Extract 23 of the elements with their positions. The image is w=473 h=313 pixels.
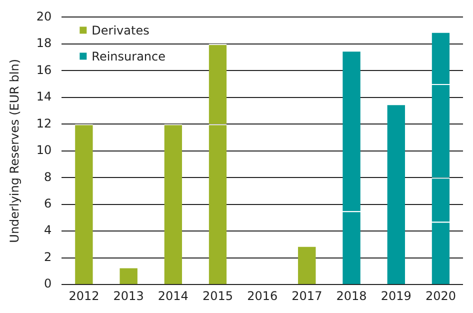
x-tick-label: 2018 bbox=[336, 288, 367, 303]
y-tick-label: 20 bbox=[36, 9, 52, 24]
y-tick-label: 8 bbox=[44, 170, 52, 184]
y-axis-title: Underlying Reserves (EUR bln) bbox=[7, 58, 22, 243]
y-tick-label: 0 bbox=[44, 276, 52, 291]
x-tick-label: 2019 bbox=[380, 288, 412, 303]
legend-label: Derivates bbox=[92, 23, 150, 38]
x-tick-label: 2016 bbox=[247, 288, 278, 303]
x-tick-label: 2014 bbox=[158, 288, 188, 303]
y-tick-label: 14 bbox=[36, 90, 52, 104]
x-tick-label: 2020 bbox=[425, 288, 456, 303]
x-tick-label: 2015 bbox=[202, 288, 234, 303]
legend-label: Reinsurance bbox=[92, 49, 166, 64]
y-tick-label: 16 bbox=[36, 62, 52, 77]
y-tick-label: 2 bbox=[44, 250, 52, 264]
x-tick-label: 2013 bbox=[113, 288, 144, 303]
y-tick-label: 4 bbox=[44, 223, 52, 238]
y-tick-label: 12 bbox=[36, 116, 52, 130]
y-tick-label: 10 bbox=[36, 143, 52, 158]
y-tick-label: 18 bbox=[36, 36, 52, 50]
x-tick-label: 2012 bbox=[68, 288, 100, 303]
x-tick-label: 2017 bbox=[292, 288, 322, 303]
y-tick-label: 6 bbox=[44, 196, 52, 211]
